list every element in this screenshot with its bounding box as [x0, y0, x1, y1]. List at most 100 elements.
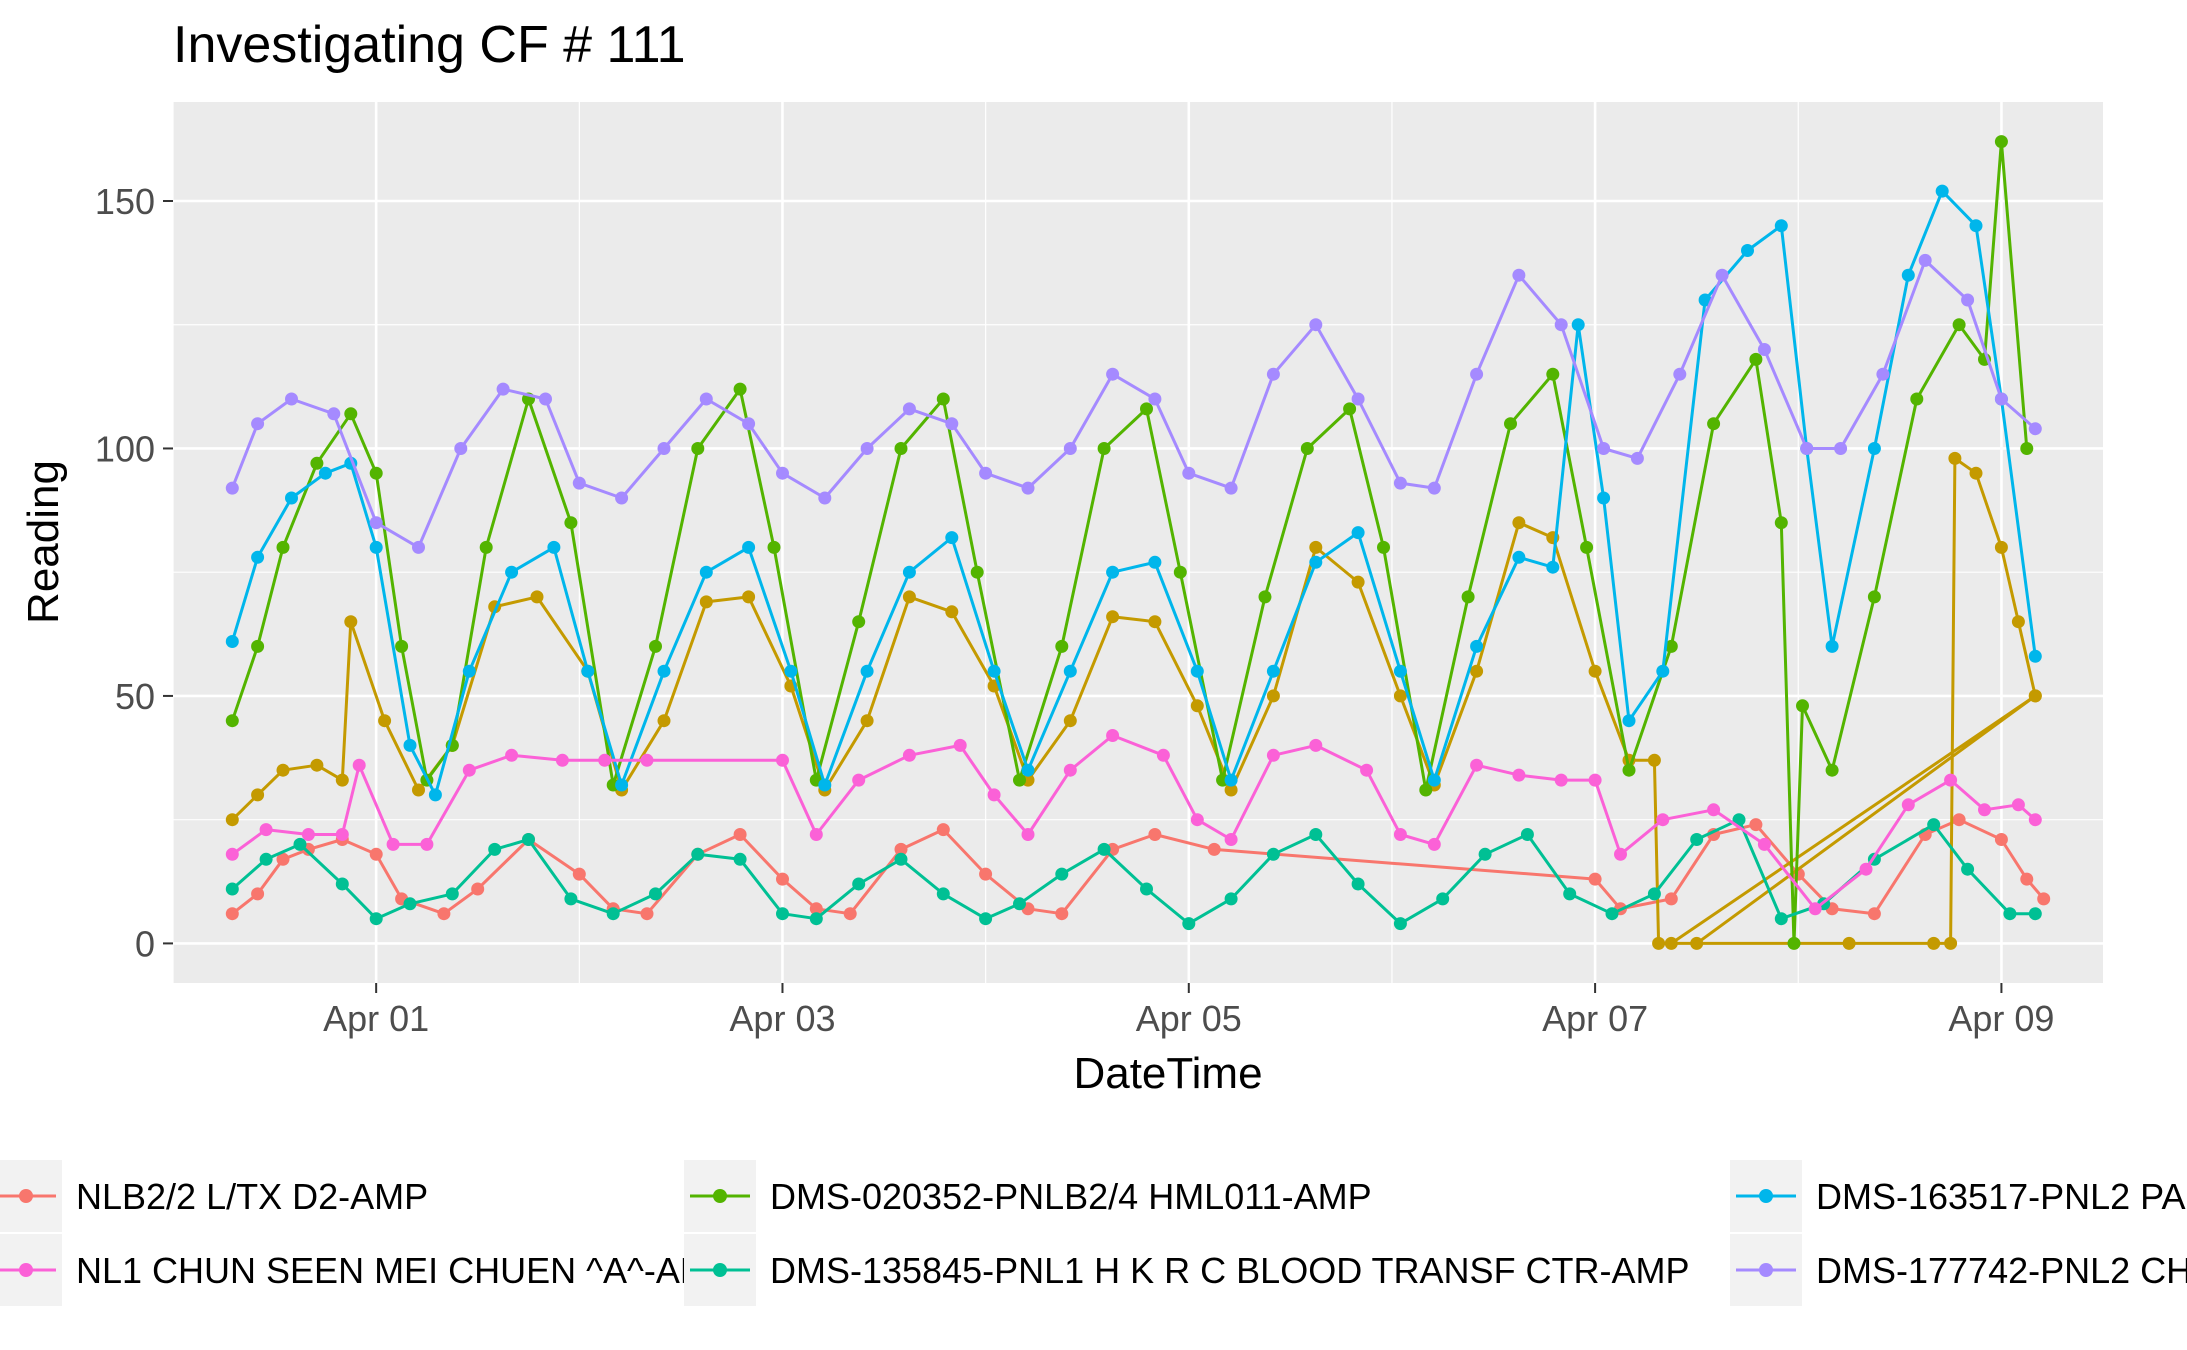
legend-item: DMS-163517-PNL2 PA	[1730, 1160, 2186, 1232]
data-point	[1427, 837, 1441, 851]
data-point	[733, 852, 747, 866]
data-point	[251, 550, 265, 564]
data-point	[1013, 897, 1026, 911]
data-point	[860, 442, 874, 455]
data-point	[1664, 639, 1678, 653]
data-point	[1300, 442, 1314, 455]
data-point	[437, 907, 451, 921]
data-point	[1224, 783, 1238, 797]
data-point	[936, 823, 950, 837]
data-point	[1673, 367, 1687, 381]
data-point	[640, 907, 654, 921]
data-point	[1948, 451, 1962, 465]
data-point	[1224, 773, 1238, 787]
data-point	[894, 852, 908, 866]
legend-item: DMS-177742-PNL2 CH	[1730, 1234, 2187, 1306]
data-point	[471, 882, 485, 896]
data-point	[1622, 763, 1636, 777]
data-point	[403, 897, 417, 911]
data-point	[1994, 540, 2008, 554]
data-point	[225, 882, 239, 896]
data-point	[1309, 738, 1323, 752]
legend-label: NL1 CHUN SEEN MEI CHUEN ^A^-AMP	[76, 1250, 734, 1291]
x-axis: Apr 01 Apr 03 Apr 05 Apr 07 Apr 09	[323, 983, 2054, 1039]
data-point	[1148, 392, 1162, 406]
series-line	[230, 258, 2037, 549]
data-point	[1224, 892, 1238, 906]
data-point	[445, 887, 459, 901]
data-point	[505, 748, 519, 762]
data-point	[2020, 872, 2034, 886]
data-point	[1597, 491, 1611, 505]
data-point	[843, 907, 857, 921]
data-point	[403, 738, 417, 752]
data-point	[335, 877, 349, 891]
data-point	[902, 565, 916, 579]
data-point	[1664, 892, 1678, 906]
data-point	[225, 481, 239, 495]
data-point	[776, 872, 789, 886]
data-point	[564, 516, 578, 530]
data-point	[564, 892, 578, 906]
data-point	[1140, 882, 1153, 896]
data-point	[276, 763, 290, 777]
grid-minor	[172, 76, 2103, 983]
data-point	[1944, 773, 1958, 787]
y-axis-title: Reading	[19, 460, 68, 624]
legend-label: DMS-020352-PNLB2/4 HML011-AMP	[770, 1176, 1372, 1217]
x-tick-label: Apr 01	[323, 998, 429, 1039]
data-point	[742, 417, 756, 431]
data-point	[1588, 872, 1602, 886]
data-point	[2020, 442, 2034, 455]
data-point	[649, 639, 662, 653]
data-point	[1148, 555, 1162, 569]
data-point	[369, 912, 383, 926]
data-point	[1796, 699, 1809, 713]
legend-label: NLB2/2 L/TX D2-AMP	[76, 1176, 428, 1217]
data-point	[987, 664, 1001, 678]
series	[225, 184, 2042, 802]
data-point	[902, 748, 916, 762]
x-tick-label: Apr 07	[1542, 998, 1648, 1039]
data-point	[1351, 526, 1365, 540]
data-point	[860, 664, 874, 678]
data-point	[1867, 907, 1881, 921]
data-point	[1063, 714, 1077, 728]
data-point	[1393, 917, 1407, 931]
data-point	[860, 714, 874, 728]
data-point	[936, 392, 950, 406]
data-point	[1309, 555, 1323, 569]
data-point	[691, 847, 705, 861]
data-point	[1690, 936, 1704, 950]
data-point	[1351, 392, 1365, 406]
data-point	[1512, 550, 1526, 564]
data-point	[505, 565, 519, 579]
y-tick-label: 100	[95, 428, 155, 469]
data-point	[1266, 748, 1280, 762]
data-point	[1825, 639, 1839, 653]
legend-key-point	[19, 1263, 33, 1277]
data-point	[2003, 907, 2017, 921]
data-point	[1901, 798, 1915, 812]
data-point	[1656, 813, 1670, 827]
data-point	[1520, 828, 1534, 841]
legend: NLB2/2 L/TX D2-AMP NL1 CHUN SEEN MEI CHUE…	[0, 1160, 2187, 1306]
data-point	[1588, 773, 1602, 787]
legend-key-point	[1759, 1263, 1773, 1277]
data-point	[902, 590, 916, 604]
data-point	[2011, 798, 2025, 812]
data-point	[1842, 936, 1856, 950]
data-point	[1393, 664, 1407, 678]
data-point	[225, 813, 239, 827]
data-point	[784, 664, 798, 678]
data-point	[1470, 367, 1484, 381]
legend-key-point	[19, 1189, 33, 1203]
data-point	[1351, 575, 1365, 589]
legend-key-point	[713, 1189, 727, 1203]
data-point	[1800, 442, 1814, 455]
data-point	[1393, 828, 1407, 841]
data-point	[1419, 783, 1433, 797]
data-point	[1732, 813, 1746, 827]
data-point	[953, 738, 967, 752]
x-axis-title: DateTime	[1073, 1049, 1262, 1098]
